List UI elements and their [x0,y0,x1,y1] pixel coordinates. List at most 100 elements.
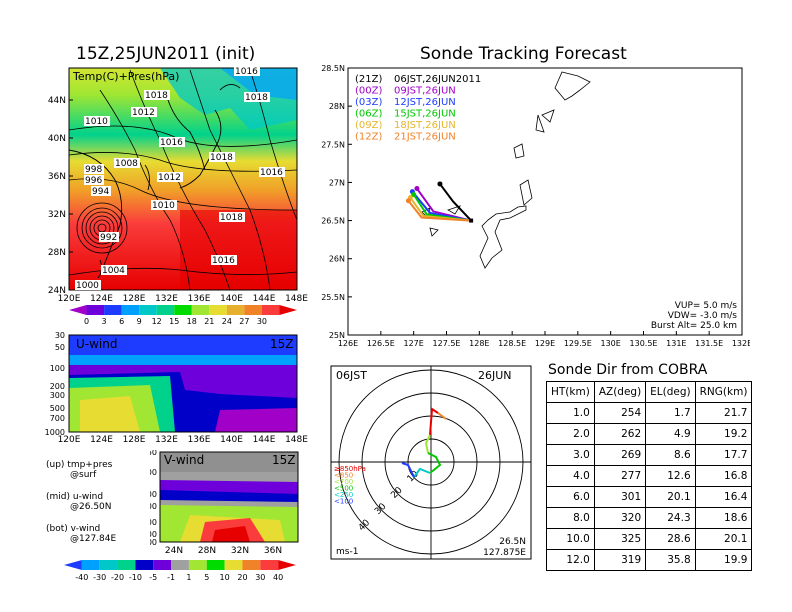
polar-left-label: 06JST [336,369,367,382]
header-az: AZ(deg) [593,381,647,403]
v-wind-time: 15Z [272,453,296,467]
trace-500 [424,434,431,454]
isobar-label: 1016 [235,67,258,77]
init-title: 15Z,25JUN2011 (init) [76,44,256,64]
tracking-map: 126E 126.5E 127E 127.5E 128E 128.5E 129E 129.5E… [321,64,750,348]
legend-tag: (21Z) [355,74,382,85]
table-row: 2.0 262 4.9 19.2 [546,423,753,445]
wind-colorbar-tick: -5 [149,573,157,582]
isobar-label: 1018 [245,93,268,103]
table-cell: 319 [593,549,647,571]
trace-100 [401,462,415,478]
colorbar-tick: 3 [102,317,107,325]
table-cell: 4.0 [546,465,595,487]
track-x-tick: 129E [535,339,555,348]
lat-tick-label: 32N [48,210,66,220]
table-cell: 277 [593,465,647,487]
wind-colorbar-tick: -30 [93,573,106,582]
track-x-tick: 127E [404,339,424,348]
isobar-label: 992 [100,233,117,243]
table-cell: 269 [593,444,647,466]
note-bot: (bot) v-wind @127.84E [46,524,117,544]
track-x-tick: 131E [666,339,686,348]
tracking-title: Sonde Tracking Forecast [420,44,627,64]
wind-colorbar-tick: -20 [111,573,124,582]
lon-tick-label: 120E [58,294,81,304]
table-cell: 8.6 [645,444,696,466]
track-endpoint [405,198,411,204]
isobar-label: 1000 [76,281,99,291]
lat-tick-label: 40N [48,134,66,144]
table-cell: 8.0 [546,507,595,529]
track-x-tick: 126.5E [367,339,395,348]
legend-tag: (06Z) [355,109,382,120]
trace-700 [437,412,447,420]
legend-text: 18JST,26JUN [394,120,456,131]
legend-tag: (00Z) [355,86,382,97]
table-cell: 3.0 [546,444,595,466]
track-endpoint [411,192,417,198]
wind-colorbar-tick: 20 [237,573,247,582]
colorbar-tick: 9 [137,317,142,325]
u-x-tick: 120E [58,435,81,445]
track-x-tick: 128.5E [498,339,526,348]
track-info: Burst Alt= 25.0 km [651,321,737,331]
header-rng: RNG(km) [694,381,753,403]
table-cell: 19.2 [694,423,753,445]
lon-tick-label: 136E [188,294,211,304]
track-x-tick: 127.5E [433,339,461,348]
legend-text: 09JST,26JUN [394,86,456,97]
table-cell: 4.9 [645,423,696,445]
isobar-label: 994 [92,187,109,197]
level-legend-item: <700 [334,478,353,486]
track-endpoint [437,181,443,187]
table-row: 3.0 269 8.6 17.7 [546,444,753,466]
level-legend-item: ≥850hPa [334,465,366,473]
legend-text: 06JST,26JUN2011 [394,74,481,85]
colorbar-tick: 18 [187,317,197,325]
wind-colorbar-tick: -40 [75,573,88,582]
table-cell: 28.6 [645,528,696,550]
isobar-label: 1012 [132,108,155,118]
lon-tick-label: 124E [90,294,113,304]
track-y-tick: 26.5N [321,217,345,226]
u-y-tick: 1000 [45,428,65,437]
table-row: 6.0 301 20.1 16.4 [546,486,753,508]
u-y-tick: 50 [55,343,65,352]
track-x-tick: 126E [338,339,358,348]
lon-tick-label: 132E [155,294,178,304]
legend-text: 21JST,26JUN [394,132,456,143]
v-x-tick: 32N [231,546,249,556]
u-x-tick: 140E [220,435,243,445]
legend-tag: (03Z) [355,97,382,108]
track-y-tick: 28.5N [321,64,345,73]
lon-tick-label: 128E [123,294,146,304]
wind-colorbar-tick: -1 [167,573,175,582]
track-y-tick: 26N [329,255,345,264]
u-y-tick: 30 [55,331,65,340]
colorbar-tick: 15 [169,317,179,325]
isobar-label: 998 [85,165,102,175]
u-wind-time: 15Z [270,337,294,351]
lon-tick-label: 148E [285,294,308,304]
v-y-tick: 1000 [150,538,157,547]
note-up: (up) tmp+pres @surf [46,460,113,480]
table-cell: 12.6 [645,465,696,487]
direction-table-wrap: HT(km) AZ(deg) EL(deg) RNG(km) 1.0 254 1.7… [546,381,753,571]
isobar-label: 1016 [160,138,183,148]
table-cell: 12.0 [546,549,595,571]
lat-tick-label: 36N [48,172,66,182]
isobar-label: 1012 [158,173,181,183]
isobar-label: 1010 [152,201,175,211]
table-cell: 21.7 [694,402,753,424]
u-y-tick: 300 [50,391,65,400]
wind-colorbar-tick: 5 [204,573,209,582]
direction-table: HT(km) AZ(deg) EL(deg) RNG(km) 1.0 254 1.7… [546,381,753,571]
table-cell: 1.0 [546,402,595,424]
u-x-tick: 144E [253,435,276,445]
colorbar-tick: 6 [119,317,124,325]
colorbar-tick: 24 [222,317,232,325]
track-x-tick: 130E [601,339,621,348]
u-x-tick: 128E [123,435,146,445]
